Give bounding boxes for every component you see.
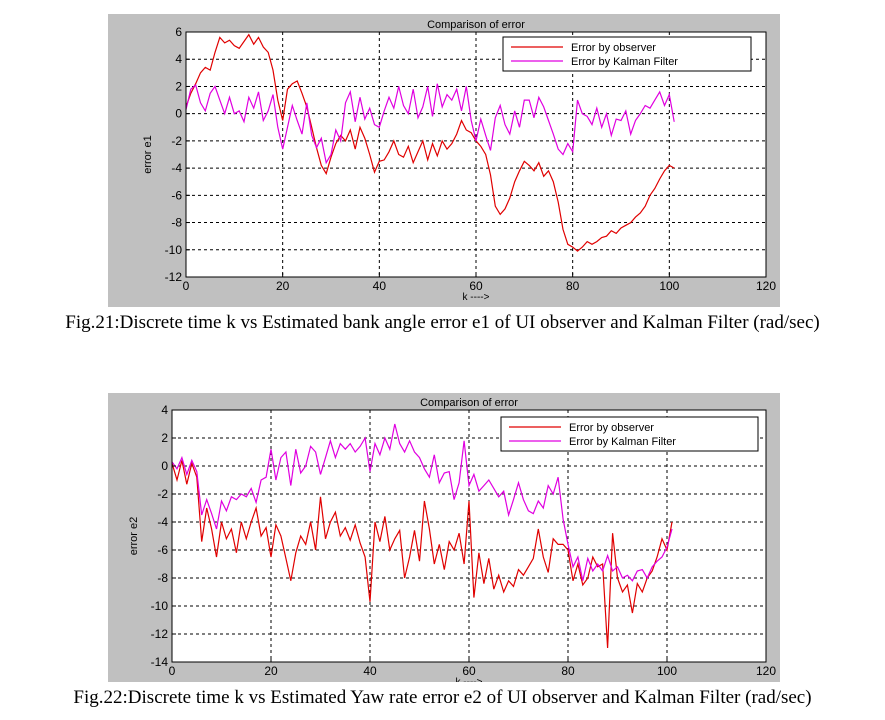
series-line-kalman-filter xyxy=(185,83,675,165)
series-line-observer xyxy=(185,33,675,252)
legend-box xyxy=(500,416,759,452)
x-tick-label: 40 xyxy=(363,664,377,678)
x-tick-label: 100 xyxy=(659,279,679,293)
chart-title: Comparison of error xyxy=(427,19,525,31)
y-tick-label: -2 xyxy=(171,134,182,148)
x-tick-label: 20 xyxy=(264,664,278,678)
y-tick-label: 4 xyxy=(161,403,168,417)
y-tick-label: 0 xyxy=(161,459,168,473)
y-tick-label: -14 xyxy=(151,655,169,669)
chart-22: 0 20 40 60 80 100 120 -14 -12 -10 -8 -6 -4 -2 0 2 4 Compa… xyxy=(128,397,776,688)
y-tick-label: -10 xyxy=(151,599,169,613)
legend-label: Error by observer xyxy=(571,42,656,54)
x-tick-label: 120 xyxy=(756,279,776,293)
x-tick-label: 20 xyxy=(276,279,290,293)
legend-box xyxy=(502,36,752,72)
y-tick-label: -6 xyxy=(171,188,182,202)
x-axis-label: k ----> xyxy=(456,677,483,682)
caption-fig-22: Fig.22:Discrete time k vs Estimated Yaw … xyxy=(73,687,812,708)
legend-label: Error by Kalman Filter xyxy=(571,56,678,68)
y-tick-label: -4 xyxy=(157,515,168,529)
y-tick-label: -4 xyxy=(171,161,182,175)
y-tick-label: 2 xyxy=(161,431,168,445)
y-tick-label: 0 xyxy=(175,107,182,121)
y-tick-label: -8 xyxy=(157,571,168,585)
series-line-observer xyxy=(171,460,673,649)
y-axis-label: error e1 xyxy=(142,135,154,174)
y-tick-label: 4 xyxy=(175,52,182,66)
x-tick-label: 0 xyxy=(183,279,190,293)
x-tick-label: 80 xyxy=(566,279,580,293)
series-line-kalman-filter xyxy=(171,423,673,582)
figure-22: 0 20 40 60 80 100 120 -14 -12 -10 -8 -6 -4 -2 0 2 4 Compa… xyxy=(108,393,780,688)
x-tick-label: 60 xyxy=(469,279,483,293)
chart-title: Comparison of error xyxy=(420,397,518,409)
x-tick-label: 100 xyxy=(657,664,677,678)
y-tick-label: 2 xyxy=(175,79,182,93)
x-tick-label: 40 xyxy=(373,279,387,293)
chart-21: 0 20 40 60 80 100 120 -12 -10 -8 -6 -4 -2 0 2 4 6 Compari… xyxy=(142,19,776,303)
figure-21: 0 20 40 60 80 100 120 -12 -10 -8 -6 -4 -2 0 2 4 6 Compari… xyxy=(108,14,780,307)
y-tick-label: 6 xyxy=(175,25,182,39)
y-tick-label: -12 xyxy=(165,270,183,284)
legend-label: Error by Kalman Filter xyxy=(569,436,676,448)
x-tick-label: 80 xyxy=(561,664,575,678)
x-axis-label: k ----> xyxy=(463,292,490,303)
y-tick-label: -12 xyxy=(151,627,169,641)
legend-label: Error by observer xyxy=(569,422,654,434)
y-tick-label: -2 xyxy=(157,487,168,501)
x-tick-label: 120 xyxy=(756,664,776,678)
x-tick-label: 0 xyxy=(169,664,176,678)
caption-fig-21: Fig.21:Discrete time k vs Estimated bank… xyxy=(65,312,820,333)
y-axis-label: error e2 xyxy=(128,517,140,556)
y-tick-label: -6 xyxy=(157,543,168,557)
y-tick-label: -10 xyxy=(165,243,183,257)
y-tick-label: -8 xyxy=(171,216,182,230)
x-tick-label: 60 xyxy=(462,664,476,678)
